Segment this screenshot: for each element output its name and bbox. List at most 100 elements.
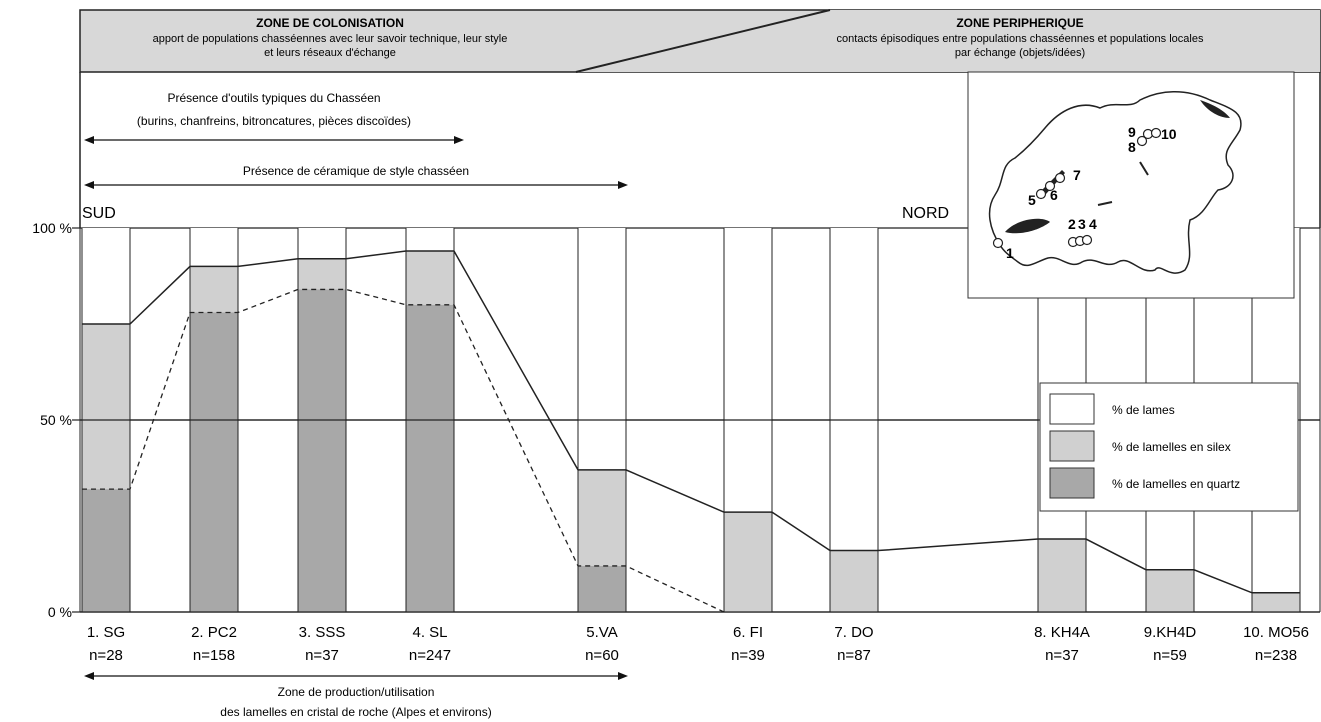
bar-silex <box>1252 592 1300 612</box>
header-right-bg <box>576 10 1320 72</box>
map-site-marker <box>1054 172 1066 184</box>
tools-label-2: (burins, chanfreins, bitroncatures, pièc… <box>137 114 411 128</box>
bar-silex <box>190 266 238 313</box>
bar-silex <box>82 324 130 490</box>
zone-peripherique-desc-1: contacts épisodiques entre populations c… <box>837 33 1204 45</box>
lake-constance <box>1200 100 1230 118</box>
map-site-label: 7 <box>1073 167 1081 183</box>
map-outline <box>988 91 1242 274</box>
tools-arrow-left-head <box>84 136 94 144</box>
ceramic-annotation: Présence de céramique de style chasséen <box>84 164 628 189</box>
switzerland-map-inset: 1 2 3 4 5 67 89 10 <box>967 71 1295 299</box>
category-count: n=37 <box>305 647 339 664</box>
y-axis-ticks: 100 % 50 % 0 % <box>32 220 80 620</box>
category-count: n=28 <box>89 647 123 664</box>
map-site-marker <box>1150 127 1162 139</box>
map-site-marker <box>992 237 1004 249</box>
bar-quartz <box>406 304 454 612</box>
category-label: 9.KH4D <box>1144 624 1197 641</box>
map-site-label: 9 <box>1128 124 1136 140</box>
category-label: 2. PC2 <box>191 624 237 641</box>
map-frame <box>967 71 1295 299</box>
bar-quartz <box>190 312 238 612</box>
ceramic-arrow-right-head <box>618 181 628 189</box>
map-site-marker <box>1044 180 1056 192</box>
series-line-silex-total <box>82 250 1300 594</box>
header-divider <box>575 9 831 73</box>
y-tick-label: 0 % <box>48 604 72 620</box>
map-sites: 1 2 3 4 5 67 89 10 <box>992 124 1177 261</box>
tools-annotation: Présence d'outils typiques du Chasséen (… <box>84 91 464 144</box>
zone-peripherique-title: ZONE PERIPHERIQUE <box>956 16 1083 30</box>
category-labels: 1. SG n=28 2. PC2 n=158 3. SSS n=37 4. SL n=247… <box>87 624 1309 664</box>
lake-thun <box>1097 201 1113 206</box>
category-label: 5.VA <box>586 624 617 641</box>
legend-swatch <box>1049 393 1095 425</box>
bar-silex <box>830 550 878 612</box>
crystal-arrow-left-head <box>84 672 94 680</box>
map-site-label: 2 <box>1068 216 1076 232</box>
crystal-annotation: Zone de production/utilisation des lamel… <box>84 672 628 719</box>
zone-colonisation-desc-2: et leurs réseaux d'échange <box>264 47 396 59</box>
category-count: n=59 <box>1153 647 1187 664</box>
series-line-quartz <box>82 288 725 613</box>
ceramic-arrow-left-head <box>84 181 94 189</box>
map-site-marker <box>1081 234 1093 246</box>
bar-silex <box>578 469 626 566</box>
zone-peripherique-desc-2: par échange (objets/idées) <box>955 47 1085 59</box>
ceramic-label: Présence de céramique de style chasséen <box>243 164 469 178</box>
bar-quartz <box>578 565 626 612</box>
bar-silex <box>1146 569 1194 612</box>
category-count: n=238 <box>1255 647 1297 664</box>
map-site-label: 8 <box>1128 139 1136 155</box>
category-count: n=247 <box>409 647 451 664</box>
legend-label: % de lamelles en silex <box>1112 440 1231 454</box>
category-label: 4. SL <box>412 624 447 641</box>
legend: % de lames % de lamelles en silex % de lam… <box>1039 382 1299 512</box>
legend-label: % de lames <box>1112 403 1175 417</box>
category-label: 10. MO56 <box>1243 624 1309 641</box>
category-count: n=158 <box>193 647 235 664</box>
map-site-label: 10 <box>1161 126 1177 142</box>
map-site-label: 6 <box>1050 187 1058 203</box>
nord-label: NORD <box>902 205 949 222</box>
map-site-label: 5 <box>1028 192 1036 208</box>
bar-quartz <box>298 289 346 612</box>
zone-colonisation-title: ZONE DE COLONISATION <box>256 16 404 30</box>
crystal-arrow-right-head <box>618 672 628 680</box>
map-site-label: 3 <box>1078 216 1086 232</box>
bar-silex <box>1038 539 1086 612</box>
lake-zurich <box>1139 161 1149 176</box>
lake-geneva <box>1005 218 1050 234</box>
legend-label: % de lamelles en quartz <box>1112 477 1240 491</box>
header-band: ZONE DE COLONISATION apport de populatio… <box>79 9 1321 73</box>
map-site-marker <box>1035 188 1047 200</box>
map-site-label: 4 <box>1089 216 1097 232</box>
zone-colonisation-desc-1: apport de populations chasséennes avec l… <box>153 33 508 45</box>
tools-label-1: Présence d'outils typiques du Chasséen <box>167 91 380 105</box>
category-label: 8. KH4A <box>1034 624 1090 641</box>
category-label: 6. FI <box>733 624 763 641</box>
bar-silex <box>406 251 454 305</box>
bar-silex <box>298 258 346 290</box>
crystal-label-1: Zone de production/utilisation <box>278 685 435 699</box>
sud-label: SUD <box>82 205 116 222</box>
category-count: n=37 <box>1045 647 1079 664</box>
crystal-label-2: des lamelles en cristal de roche (Alpes … <box>220 705 491 719</box>
bar-silex <box>724 512 772 612</box>
legend-swatch <box>1049 467 1095 499</box>
category-count: n=39 <box>731 647 765 664</box>
legend-items: % de lames % de lamelles en silex % de lam… <box>1049 393 1240 499</box>
category-label: 3. SSS <box>299 624 346 641</box>
category-count: n=60 <box>585 647 619 664</box>
legend-swatch <box>1049 430 1095 462</box>
y-tick-label: 100 % <box>32 220 72 236</box>
y-tick-label: 50 % <box>40 412 72 428</box>
map-site-label: 1 <box>1006 245 1014 261</box>
tools-arrow-right-head <box>454 136 464 144</box>
bar-quartz <box>82 489 130 612</box>
category-label: 1. SG <box>87 624 125 641</box>
category-label: 7. DO <box>834 624 873 641</box>
map-site-marker <box>1136 135 1148 147</box>
